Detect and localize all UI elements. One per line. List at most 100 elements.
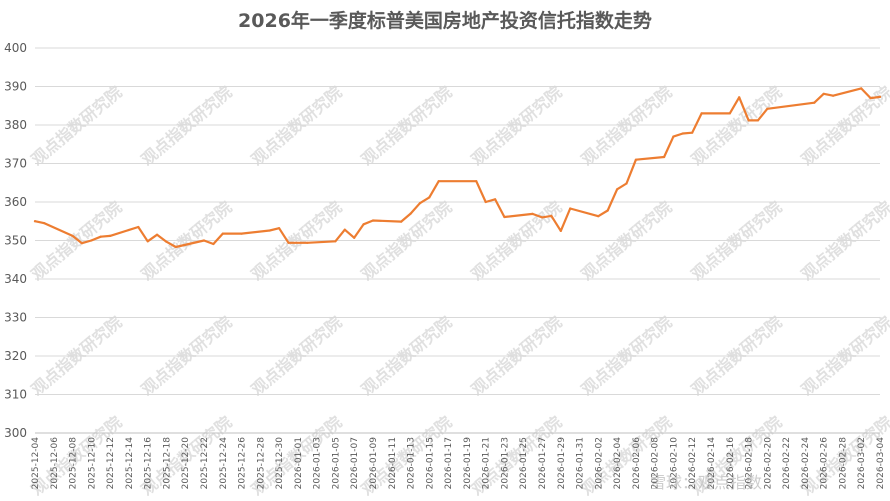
data-point bbox=[606, 209, 609, 212]
data-point bbox=[428, 196, 431, 199]
data-point bbox=[202, 239, 206, 242]
x-tick-label: 2026-02-20 bbox=[763, 437, 773, 490]
data-point bbox=[822, 92, 825, 95]
series-line bbox=[33, 87, 882, 249]
data-point bbox=[353, 236, 356, 239]
corner-watermark-layer: 雪球：观点指数 bbox=[650, 473, 762, 492]
x-tick-label: 2026-01-13 bbox=[407, 437, 417, 489]
x-tick-label: 2026-03-04 bbox=[876, 437, 886, 490]
data-point bbox=[371, 219, 375, 222]
data-point bbox=[747, 119, 750, 122]
x-tick-label: 2025-12-22 bbox=[200, 437, 210, 489]
x-tick-label: 2026-02-18 bbox=[745, 437, 755, 490]
data-point bbox=[494, 198, 497, 201]
data-point bbox=[616, 188, 619, 191]
chart-title: 2026年一季度标普美国房地产投资信托指数走势 bbox=[238, 10, 652, 32]
data-point bbox=[343, 228, 346, 231]
data-point bbox=[738, 96, 741, 99]
x-tick-label: 2026-01-25 bbox=[519, 437, 529, 489]
data-point bbox=[540, 216, 544, 219]
watermark-text: 观点指数研究院 bbox=[247, 83, 345, 170]
x-tick-label: 2026-01-17 bbox=[444, 437, 454, 489]
data-point bbox=[813, 101, 816, 104]
data-point bbox=[306, 241, 309, 244]
data-point bbox=[212, 242, 215, 246]
x-tick-label: 2026-01-01 bbox=[294, 437, 304, 489]
data-point bbox=[832, 94, 835, 97]
data-point bbox=[43, 222, 46, 225]
x-tick-label: 2025-12-26 bbox=[238, 437, 248, 490]
data-point bbox=[80, 242, 83, 245]
x-tick-label: 2026-02-26 bbox=[820, 437, 830, 490]
x-tick-label: 2025-12-06 bbox=[50, 437, 60, 490]
y-tick-label: 370 bbox=[4, 157, 27, 171]
x-tick-label: 2025-12-04 bbox=[31, 437, 41, 490]
data-point bbox=[90, 239, 93, 242]
data-point bbox=[634, 158, 638, 161]
x-tick-label: 2026-01-05 bbox=[331, 437, 341, 489]
data-point bbox=[268, 229, 271, 232]
data-point bbox=[146, 240, 149, 243]
y-tick-label: 400 bbox=[4, 41, 27, 55]
x-tick-label: 2025-12-18 bbox=[162, 437, 172, 490]
watermark-text: 观点指数研究院 bbox=[467, 83, 565, 170]
x-tick-label: 2026-01-09 bbox=[369, 437, 379, 490]
data-point bbox=[156, 233, 159, 236]
x-tick-label: 2026-02-06 bbox=[632, 437, 642, 490]
y-tick-label: 300 bbox=[4, 426, 27, 440]
data-point bbox=[71, 234, 74, 237]
data-point bbox=[287, 241, 290, 244]
series-layer bbox=[33, 87, 882, 249]
x-tick-label: 2026-01-31 bbox=[576, 437, 586, 489]
data-point bbox=[418, 202, 421, 205]
watermark-text: 观点指数研究院 bbox=[797, 83, 890, 170]
x-tick-label: 2026-03-02 bbox=[857, 437, 867, 489]
data-point bbox=[278, 227, 281, 230]
x-tick-label: 2026-01-29 bbox=[557, 437, 567, 490]
x-tick-label: 2026-01-11 bbox=[388, 437, 398, 489]
x-tick-label: 2026-02-12 bbox=[688, 437, 698, 489]
x-tick-label: 2025-12-30 bbox=[275, 437, 285, 490]
data-point bbox=[681, 132, 684, 135]
data-point bbox=[221, 232, 224, 235]
y-tick-label: 390 bbox=[4, 80, 27, 94]
y-tick-label: 340 bbox=[4, 272, 27, 286]
data-point bbox=[625, 182, 628, 185]
x-tick-label: 2026-01-03 bbox=[313, 437, 323, 489]
y-tick-label: 320 bbox=[4, 349, 27, 363]
x-tick-label: 2025-12-10 bbox=[87, 437, 97, 490]
data-point bbox=[878, 95, 882, 98]
data-point bbox=[672, 135, 675, 138]
x-tick-label: 2026-02-28 bbox=[838, 437, 848, 490]
x-tick-label: 2026-01-23 bbox=[500, 437, 510, 489]
data-point bbox=[559, 229, 562, 232]
data-point bbox=[728, 112, 731, 115]
data-point bbox=[860, 87, 863, 90]
watermark-layer: 观点指数研究院 观点指数研究院 观点指数研究院 观点指数研究院 观点指数研究院 观点指数研… bbox=[27, 83, 890, 500]
watermark-text: 观点指数研究院 bbox=[357, 83, 455, 170]
data-point bbox=[109, 234, 112, 237]
data-point bbox=[691, 131, 694, 134]
x-tick-label: 2025-12-24 bbox=[219, 437, 229, 490]
x-tick-label: 2026-02-24 bbox=[801, 437, 811, 490]
x-tick-label: 2026-01-19 bbox=[463, 437, 473, 490]
y-tick-label: 330 bbox=[4, 311, 27, 325]
y-tick-label: 350 bbox=[4, 234, 27, 248]
data-point bbox=[766, 107, 769, 110]
data-point bbox=[597, 215, 600, 218]
data-point bbox=[869, 97, 872, 100]
data-point bbox=[475, 180, 478, 183]
data-point bbox=[362, 223, 365, 226]
x-tick-label: 2025-12-20 bbox=[181, 437, 191, 490]
watermark-text: 观点指数研究院 bbox=[687, 83, 785, 170]
data-point bbox=[240, 232, 243, 235]
x-tick-label: 2025-12-14 bbox=[125, 437, 135, 490]
x-tick-label: 2025-12-12 bbox=[106, 437, 116, 489]
x-tick-label: 2026-02-14 bbox=[707, 437, 717, 490]
data-point bbox=[165, 240, 168, 243]
x-tick-label: 2026-02-10 bbox=[669, 437, 679, 490]
y-tick-label: 360 bbox=[4, 195, 27, 209]
data-point bbox=[503, 215, 506, 219]
x-tick-label: 2025-12-08 bbox=[69, 437, 79, 490]
data-point bbox=[531, 212, 534, 215]
